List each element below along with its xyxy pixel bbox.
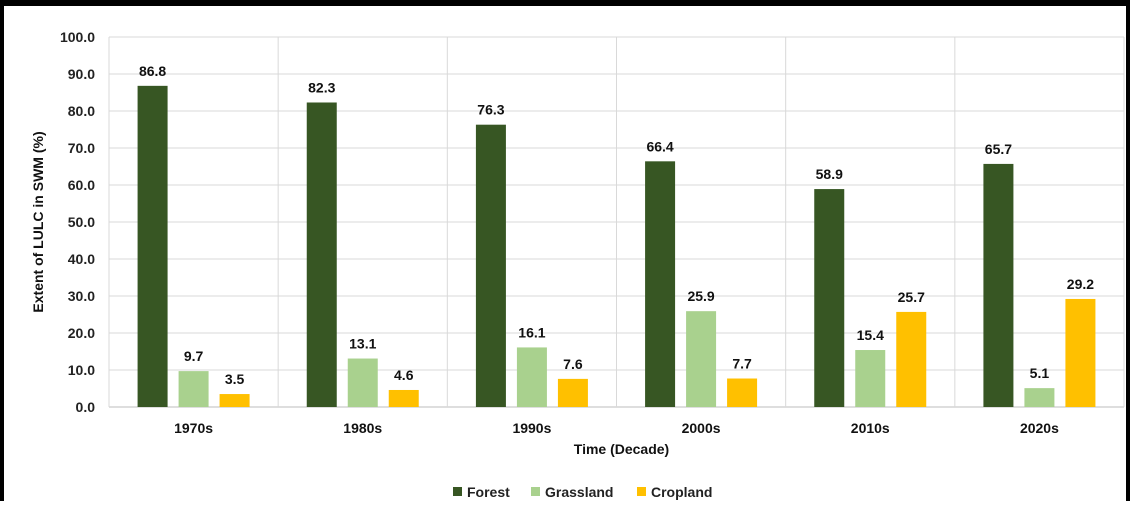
value-label: 66.4 bbox=[646, 138, 673, 154]
y-tick-label: 0.0 bbox=[76, 399, 96, 415]
value-label: 13.1 bbox=[349, 336, 376, 352]
y-axis-ticks: 0.0 10.0 20.0 30.0 40.0 50.0 60.0 70.0 80.0 90.0 1… bbox=[60, 29, 95, 415]
y-axis-title: Extent of LULC in SWM (%) bbox=[30, 131, 46, 312]
bar-forest-1990s bbox=[475, 124, 506, 407]
y-tick-label: 40.0 bbox=[68, 251, 95, 267]
y-tick-label: 50.0 bbox=[68, 214, 95, 230]
bar-cropland-1990s bbox=[557, 378, 588, 407]
bars bbox=[137, 85, 1096, 408]
legend-swatch bbox=[637, 487, 646, 496]
value-label: 25.7 bbox=[898, 289, 925, 305]
x-tick-label: 2020s bbox=[1020, 420, 1059, 436]
bar-cropland-2010s bbox=[896, 311, 927, 407]
x-tick-label: 2000s bbox=[682, 420, 721, 436]
x-tick-label: 2010s bbox=[851, 420, 890, 436]
bar-cropland-1980s bbox=[388, 389, 419, 407]
gridlines bbox=[108, 36, 1125, 408]
x-tick-label: 1990s bbox=[512, 420, 551, 436]
bar-grassland-1990s bbox=[516, 347, 547, 407]
value-label: 76.3 bbox=[477, 102, 504, 118]
value-label: 29.2 bbox=[1067, 276, 1094, 292]
y-tick-label: 10.0 bbox=[68, 362, 95, 378]
value-label: 25.9 bbox=[687, 288, 714, 304]
value-label: 82.3 bbox=[308, 79, 335, 95]
legend-item-cropland: Cropland bbox=[637, 484, 712, 500]
legend-item-grassland: Grassland bbox=[531, 484, 613, 500]
x-axis-ticks: 1970s 1980s 1990s 2000s 2010s 2020s bbox=[174, 420, 1059, 436]
bar-forest-2000s bbox=[645, 161, 676, 407]
x-tick-label: 1970s bbox=[174, 420, 213, 436]
legend-item-forest: Forest bbox=[453, 484, 510, 500]
legend-label: Forest bbox=[467, 484, 510, 500]
legend-swatch bbox=[453, 487, 462, 496]
value-label: 16.1 bbox=[518, 324, 545, 340]
bar-chart: 0.0 10.0 20.0 30.0 40.0 50.0 60.0 70.0 80.0 90.0 1… bbox=[30, 29, 1125, 500]
bar-grassland-1980s bbox=[347, 358, 378, 407]
y-tick-label: 20.0 bbox=[68, 325, 95, 341]
bar-grassland-1970s bbox=[178, 371, 209, 407]
x-axis-title: Time (Decade) bbox=[574, 441, 669, 457]
value-label: 4.6 bbox=[394, 367, 414, 383]
y-tick-label: 80.0 bbox=[68, 103, 95, 119]
legend-label: Grassland bbox=[545, 484, 613, 500]
bar-grassland-2010s bbox=[855, 350, 886, 407]
legend-swatch bbox=[531, 487, 540, 496]
value-label: 5.1 bbox=[1030, 365, 1050, 381]
bar-grassland-2000s bbox=[686, 311, 717, 407]
legend-label: Cropland bbox=[651, 484, 712, 500]
bar-forest-1970s bbox=[137, 85, 168, 407]
value-labels: 86.8 9.7 3.5 82.3 13.1 4.6 76.3 16.1 7.6 66.4 25.9… bbox=[139, 63, 1094, 387]
x-tick-label: 1980s bbox=[343, 420, 382, 436]
y-tick-label: 100.0 bbox=[60, 29, 95, 45]
value-label: 65.7 bbox=[985, 141, 1012, 157]
bar-grassland-2020s bbox=[1024, 388, 1055, 407]
value-label: 3.5 bbox=[225, 371, 245, 387]
bar-forest-2010s bbox=[814, 189, 845, 407]
bar-cropland-2020s bbox=[1065, 298, 1096, 407]
value-label: 9.7 bbox=[184, 348, 204, 364]
y-tick-label: 60.0 bbox=[68, 177, 95, 193]
value-label: 7.6 bbox=[563, 356, 583, 372]
y-tick-label: 70.0 bbox=[68, 140, 95, 156]
bar-cropland-2000s bbox=[727, 378, 758, 407]
value-label: 58.9 bbox=[816, 166, 843, 182]
bar-forest-2020s bbox=[983, 163, 1014, 407]
value-label: 86.8 bbox=[139, 63, 166, 79]
value-label: 7.7 bbox=[732, 356, 752, 372]
value-label: 15.4 bbox=[857, 327, 884, 343]
bar-cropland-1970s bbox=[219, 394, 250, 407]
bar-forest-1980s bbox=[306, 102, 337, 408]
y-tick-label: 90.0 bbox=[68, 66, 95, 82]
legend: Forest Grassland Cropland bbox=[453, 484, 712, 500]
y-tick-label: 30.0 bbox=[68, 288, 95, 304]
